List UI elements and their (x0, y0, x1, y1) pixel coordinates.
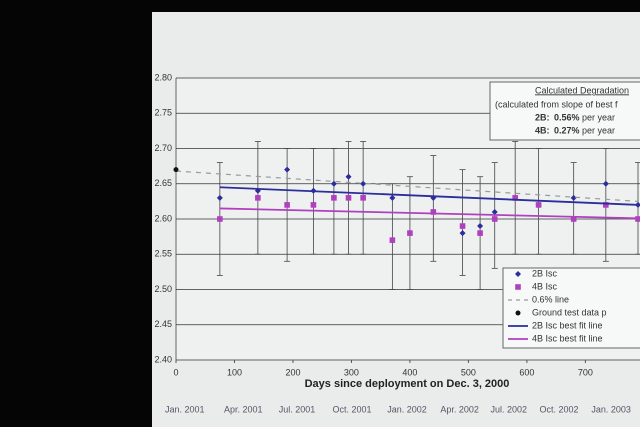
annotation-rate: 0.56% (554, 112, 580, 122)
square-marker (331, 195, 337, 201)
annotation-unit: per year (582, 112, 615, 122)
y-tick-label: 2.45 (154, 319, 172, 329)
diamond-marker (284, 166, 291, 173)
legend-label: 2B Isc (532, 268, 558, 278)
x-tick-label: 0 (173, 367, 178, 377)
diamond-marker (330, 180, 337, 187)
y-tick-label: 2.40 (154, 354, 172, 364)
fit-line (219, 207, 639, 220)
annotation-unit: per year (582, 125, 615, 135)
x-tick-label: 100 (227, 367, 242, 377)
square-marker (255, 195, 261, 201)
annotation-rate: 0.27% (554, 125, 580, 135)
date-label: Apr. 2002 (440, 404, 479, 414)
annotation-subtitle: (calculated from slope of best f (495, 99, 618, 109)
diamond-marker (570, 194, 577, 201)
legend-swatch (515, 310, 521, 316)
annotation-label: 2B: (535, 112, 550, 122)
diamond-marker (602, 180, 609, 187)
y-tick-label: 2.50 (154, 284, 172, 294)
x-tick-label: 200 (285, 367, 300, 377)
x-tick-label: 600 (519, 367, 534, 377)
legend-swatch (515, 271, 521, 277)
square-marker (570, 216, 577, 222)
x-tick-label: 500 (461, 367, 476, 377)
diamond-marker (389, 194, 396, 201)
date-label: Oct. 2001 (333, 404, 372, 414)
date-label: Apr. 2001 (224, 404, 263, 414)
square-marker (389, 237, 396, 243)
diamond-marker (345, 173, 352, 180)
square-marker (477, 230, 483, 236)
square-marker (407, 230, 413, 236)
legend-label: 4B Isc best fit line (532, 333, 603, 343)
legend-swatch (515, 284, 521, 290)
square-marker (217, 216, 223, 222)
x-tick-label: 300 (344, 367, 359, 377)
square-marker (535, 202, 542, 208)
square-marker (360, 195, 366, 201)
diamond-marker (360, 180, 367, 187)
date-label: Jul. 2001 (279, 404, 316, 414)
diamond-marker (491, 208, 498, 215)
square-marker (459, 223, 466, 229)
square-marker (430, 209, 437, 215)
x-tick-label: 400 (402, 367, 417, 377)
plot (173, 77, 640, 363)
square-marker (603, 202, 609, 208)
annotation-title: Calculated Degradation (535, 85, 629, 95)
date-label: Jul. 2002 (490, 404, 527, 414)
annotation-label: 4B: (535, 125, 550, 135)
fit-line (175, 170, 639, 202)
date-label: Jan. 2001 (165, 404, 205, 414)
legend (502, 267, 640, 349)
y-tick-label: 2.65 (154, 178, 172, 188)
square-marker (512, 195, 518, 201)
x-tick-label: 700 (578, 367, 593, 377)
diamond-marker (477, 223, 484, 230)
square-marker (310, 202, 317, 208)
date-label: Jan. 2003 (591, 404, 631, 414)
legend-label: 4B Isc (532, 281, 558, 291)
y-tick-label: 2.70 (154, 143, 172, 153)
square-marker (284, 202, 290, 208)
y-tick-label: 2.75 (154, 108, 172, 118)
dot-marker (173, 167, 179, 173)
square-marker (345, 195, 352, 201)
legend-label: Ground test data p (532, 307, 607, 317)
fit-line (219, 186, 639, 206)
annotation-box (489, 81, 640, 141)
y-tick-label: 2.80 (154, 72, 172, 82)
y-tick-label: 2.55 (154, 249, 172, 259)
legend-label: 2B Isc best fit line (532, 320, 603, 330)
diamond-marker (216, 194, 223, 201)
date-label: Jan. 2002 (387, 404, 427, 414)
x-axis-title: Days since deployment on Dec. 3, 2000 (305, 378, 510, 390)
square-marker (491, 216, 498, 222)
y-tick-label: 2.60 (154, 213, 172, 223)
legend-label: 0.6% line (532, 294, 569, 304)
diamond-marker (459, 230, 466, 237)
date-label: Oct. 2002 (540, 404, 579, 414)
